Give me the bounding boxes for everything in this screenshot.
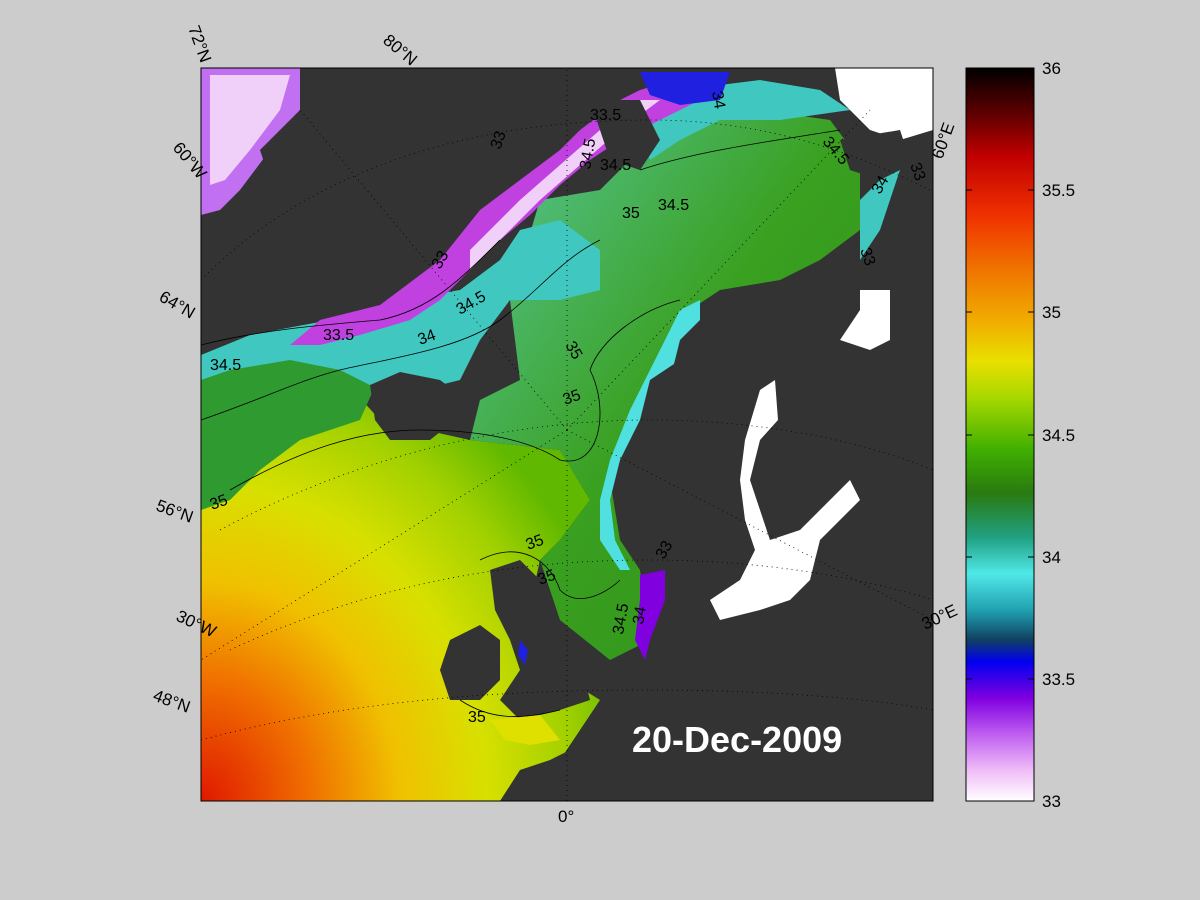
contour-labels: 33 33.5 34 34.5 35 34.5 35 34.5 34.5 33.… [208, 90, 929, 726]
colorbar-tick: 34.5 [1042, 426, 1075, 445]
lat-label: 72°N [184, 23, 215, 65]
contour-label: 34.5 [210, 357, 241, 374]
contour-label: 33 [488, 129, 510, 152]
contour-label: 33 [906, 161, 928, 184]
lat-label: 80°N [379, 31, 420, 70]
contour-label: 33.5 [590, 107, 621, 124]
map-area: 33 33.5 34 34.5 35 34.5 35 34.5 34.5 33.… [201, 68, 933, 801]
colorbar-scale [965, 67, 1035, 802]
contour-label: 34.5 [658, 197, 689, 214]
contour-label: 33 [856, 246, 878, 269]
contour-label: 35 [536, 567, 559, 589]
contour-label: 33 [653, 538, 677, 562]
contour-label: 34 [416, 327, 439, 349]
colorbar-tick: 33 [1042, 792, 1061, 811]
contour-label: 33.5 [323, 327, 354, 344]
contour-label: 34 [708, 90, 728, 111]
contour-label: 34.5 [600, 157, 631, 174]
contour-label: 34.5 [610, 602, 632, 636]
contour-label: 33 [429, 248, 453, 272]
contour-label: 35 [208, 492, 231, 514]
lat-label: 48°N [151, 686, 193, 717]
contour-label: 35 [524, 532, 547, 554]
contour-label: 35 [622, 205, 640, 222]
contour-label: 35 [561, 387, 584, 409]
contour-label: 34 [630, 605, 650, 626]
date-label: 20-Dec-2009 [632, 719, 842, 760]
map-border [200, 67, 934, 802]
colorbar-tick: 34 [1042, 548, 1061, 567]
contour-label: 35 [468, 709, 486, 726]
lat-label: 56°N [154, 496, 196, 527]
contour-label: 34.5 [577, 137, 599, 171]
lon-label: 0° [558, 807, 574, 826]
contour-label: 35 [562, 339, 586, 363]
colorbar: 36 35.5 35 34.5 34 33.5 33 [965, 59, 1075, 811]
colorbar-tick: 35.5 [1042, 181, 1075, 200]
colorbar-tick: 36 [1042, 59, 1061, 78]
colorbar-tick: 33.5 [1042, 670, 1075, 689]
lat-label: 64°N [156, 287, 198, 322]
colorbar-tick: 35 [1042, 303, 1061, 322]
contour-label: 34 [869, 173, 893, 197]
